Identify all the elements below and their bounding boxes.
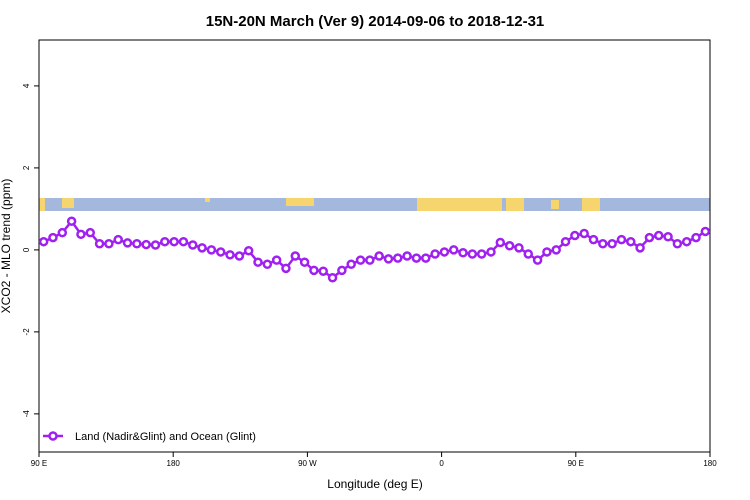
point [691, 232, 701, 243]
x-axis-label: Longitude (deg E) [327, 477, 422, 491]
point [383, 254, 394, 264]
point [48, 232, 58, 243]
point [271, 255, 282, 265]
x-tick-label: 90 E [568, 459, 584, 468]
y-tick-label: -2 [22, 328, 31, 336]
point [570, 230, 580, 241]
point [337, 265, 347, 276]
point [542, 247, 552, 257]
point [532, 255, 543, 265]
y-tick-label: 0 [22, 247, 31, 252]
point [94, 238, 105, 249]
y-tick-label: -4 [22, 410, 31, 418]
point [169, 236, 179, 247]
point [141, 239, 151, 250]
point [448, 245, 459, 255]
point [579, 228, 589, 239]
point [588, 234, 599, 245]
point [681, 236, 692, 247]
x-tick-label: 90 W [298, 459, 317, 468]
point [411, 253, 422, 263]
point [122, 238, 133, 248]
point [85, 227, 96, 238]
point [299, 257, 310, 267]
point [346, 259, 356, 269]
point [439, 247, 450, 257]
point [318, 266, 328, 276]
point [551, 245, 561, 255]
point [113, 234, 123, 245]
point [38, 236, 49, 247]
point [188, 240, 198, 250]
point [467, 249, 478, 259]
point [598, 238, 608, 249]
point [365, 255, 375, 265]
point [104, 238, 114, 249]
x-tick-label: 180 [703, 459, 717, 468]
point [486, 247, 496, 257]
point [635, 243, 645, 253]
y-axis-label: XCO2 - MLO trend (ppm) [0, 179, 13, 314]
point [523, 249, 534, 259]
point [421, 253, 431, 263]
plot-frame [38, 39, 711, 453]
y-tick-label: 2 [22, 165, 31, 170]
point [215, 247, 226, 257]
point [458, 248, 468, 258]
legend-marker [48, 431, 58, 441]
point [309, 265, 319, 276]
point [644, 232, 655, 243]
point [616, 234, 627, 245]
x-tick-label: 180 [167, 459, 181, 468]
point [476, 249, 487, 259]
point [327, 273, 338, 283]
point [393, 253, 403, 263]
point [76, 229, 86, 240]
point [206, 245, 217, 255]
point [132, 238, 142, 249]
point [57, 227, 68, 238]
point [225, 250, 235, 260]
point [514, 243, 524, 253]
point [234, 251, 245, 261]
x-tick-label: 0 [439, 459, 444, 468]
point [281, 263, 291, 274]
point [150, 240, 161, 250]
point [504, 241, 515, 251]
legend-label: Land (Nadir&Glint) and Ocean (Glint) [75, 431, 256, 443]
point [607, 238, 617, 249]
point [374, 251, 384, 261]
point [262, 259, 273, 269]
point [355, 255, 366, 265]
point [253, 257, 263, 267]
series-line [43, 219, 707, 280]
map-band [39, 198, 710, 211]
point [672, 238, 683, 249]
point [178, 236, 189, 247]
point [653, 230, 664, 241]
point [160, 236, 170, 247]
point [197, 243, 207, 253]
chart-title: 15N-20N March (Ver 9) 2014-09-06 to 2018… [206, 13, 545, 30]
point [663, 232, 673, 242]
point [66, 216, 77, 226]
y-tick-label: 4 [22, 83, 31, 88]
point [626, 236, 636, 247]
point [430, 249, 440, 259]
point [402, 251, 412, 261]
point [560, 236, 571, 247]
point [700, 226, 711, 237]
point [243, 245, 254, 256]
point [290, 251, 301, 261]
x-tick-label: 90 E [31, 459, 47, 468]
point [495, 237, 506, 248]
